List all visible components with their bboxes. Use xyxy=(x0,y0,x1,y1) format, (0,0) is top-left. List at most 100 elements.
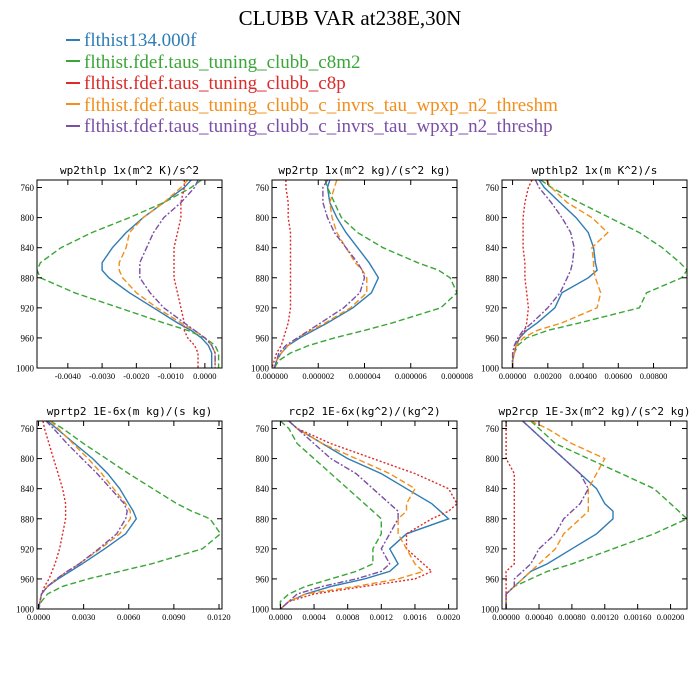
x-tick-label: 0.0000 xyxy=(269,612,292,622)
y-tick-label: 800 xyxy=(256,454,270,464)
chart-panel: wp2rtp 1x(m^2 kg)/(s^2 kg) 760 800 840 880 92… xyxy=(251,164,473,381)
x-tick-label: 0.000000 xyxy=(256,371,288,381)
y-tick-label: 760 xyxy=(21,183,35,193)
chart-panel: wp2thlp 1x(m^2 K)/s^2 760 800 840 880 920 960 1… xyxy=(16,164,223,381)
legend-swatch xyxy=(66,81,80,84)
series-line xyxy=(279,421,457,609)
legend-swatch xyxy=(66,38,80,41)
y-tick-label: 760 xyxy=(486,424,500,434)
x-tick-label: 0.0090 xyxy=(162,612,185,622)
series-line xyxy=(279,421,450,609)
y-tick-label: 880 xyxy=(21,273,35,283)
x-tick-label: 0.0000 xyxy=(193,371,216,381)
x-tick-label: -0.0020 xyxy=(123,371,149,381)
series-group xyxy=(37,180,220,368)
legend-swatch xyxy=(66,103,80,106)
x-tick-label: 0.00600 xyxy=(604,371,632,381)
x-tick-label: 0.0000 xyxy=(27,612,50,622)
series-line xyxy=(505,421,590,609)
series-line xyxy=(37,421,128,609)
legend-swatch xyxy=(66,60,80,63)
legend-item: flthist.fdef.taus_tuning_clubb_c_invrs_t… xyxy=(66,95,558,117)
legend: flthist134.000f flthist.fdef.taus_tuning… xyxy=(66,30,558,138)
y-tick-label: 800 xyxy=(486,213,500,223)
y-tick-label: 760 xyxy=(486,183,500,193)
legend-item: flthist.fdef.taus_tuning_clubb_c_invrs_t… xyxy=(66,116,558,138)
y-tick-label: 760 xyxy=(256,424,270,434)
x-tick-label: -0.0030 xyxy=(89,371,115,381)
legend-label: flthist.fdef.taus_tuning_clubb_c8p xyxy=(84,73,346,94)
x-tick-label: 0.00080 xyxy=(558,612,586,622)
chart-panel: wp2rcp 1E-3x(m^2 kg)/(s^2 kg) 760 800 840 88… xyxy=(481,405,691,622)
panel-frame xyxy=(501,179,688,369)
x-tick-label: 0.000002 xyxy=(302,371,334,381)
y-tick-label: 800 xyxy=(21,213,35,223)
y-tick-label: 960 xyxy=(256,333,270,343)
legend-item: flthist134.000f xyxy=(66,30,558,52)
panel-title: wp2thlp 1x(m^2 K)/s^2 xyxy=(60,164,199,177)
y-tick-label: 960 xyxy=(486,574,500,584)
series-group xyxy=(511,180,687,368)
y-tick-label: 1000 xyxy=(481,364,500,374)
x-tick-label: 0.000004 xyxy=(349,371,382,381)
figure-title: CLUBB VAR at238E,30N xyxy=(238,6,462,30)
x-tick-label: 0.0030 xyxy=(72,612,95,622)
series-line xyxy=(511,180,533,368)
y-tick-label: 920 xyxy=(486,303,500,313)
series-group xyxy=(37,421,222,609)
series-line xyxy=(511,180,687,368)
x-tick-label: 0.0008 xyxy=(336,612,359,622)
legend-label: flthist.fdef.taus_tuning_clubb_c_invrs_t… xyxy=(84,116,553,137)
y-tick-label: 760 xyxy=(21,424,35,434)
panel-frame xyxy=(501,420,688,610)
panel-title: wpthlp2 1x(m K^2)/s xyxy=(532,164,658,177)
y-tick-label: 840 xyxy=(21,243,35,253)
series-line xyxy=(505,421,515,609)
chart-panel: wprtp2 1E-6x(m kg)/(s kg) 760 800 840 880 920… xyxy=(16,405,231,622)
x-tick-label: 0.000006 xyxy=(395,371,427,381)
series-line xyxy=(273,180,366,368)
y-tick-label: 1000 xyxy=(481,605,500,615)
series-group xyxy=(505,421,687,609)
x-tick-label: 0.00040 xyxy=(525,612,553,622)
panel-frame xyxy=(36,179,223,369)
series-line xyxy=(505,421,606,609)
x-tick-label: 0.00000 xyxy=(499,371,527,381)
y-tick-label: 800 xyxy=(486,454,500,464)
series-line xyxy=(511,180,609,368)
series-line xyxy=(279,421,399,609)
y-tick-label: 960 xyxy=(486,333,500,343)
x-tick-label: 0.00400 xyxy=(569,371,597,381)
series-line xyxy=(279,421,425,609)
y-tick-label: 1000 xyxy=(16,605,35,615)
x-tick-label: 0.0060 xyxy=(117,612,140,622)
x-tick-label: 0.00160 xyxy=(624,612,652,622)
legend-label: flthist134.000f xyxy=(84,30,197,51)
series-line xyxy=(118,180,216,368)
y-tick-label: 960 xyxy=(21,574,35,584)
x-tick-label: 0.0004 xyxy=(302,612,326,622)
series-line xyxy=(139,180,216,368)
x-tick-label: 0.00120 xyxy=(591,612,619,622)
y-tick-label: 840 xyxy=(256,243,270,253)
series-line xyxy=(37,421,138,609)
chart-panel: wpthlp2 1x(m K^2)/s 760 800 840 880 920 960 100… xyxy=(481,164,688,381)
x-tick-label: 0.00800 xyxy=(640,371,668,381)
y-tick-label: 1000 xyxy=(251,364,270,374)
legend-label: flthist.fdef.taus_tuning_clubb_c8m2 xyxy=(84,51,361,73)
series-line xyxy=(273,180,380,368)
series-line xyxy=(273,180,368,368)
series-line xyxy=(272,180,292,368)
legend-item: flthist.fdef.taus_tuning_clubb_c8m2 xyxy=(66,52,558,74)
series-line xyxy=(279,421,382,609)
legend-label: flthist.fdef.taus_tuning_clubb_c_invrs_t… xyxy=(84,94,558,116)
x-tick-label: -0.0010 xyxy=(158,371,184,381)
y-tick-label: 880 xyxy=(256,514,270,524)
legend-swatch xyxy=(66,124,80,127)
panel-frame xyxy=(36,420,223,610)
series-line xyxy=(37,421,132,609)
y-tick-label: 800 xyxy=(256,213,270,223)
x-tick-label: 0.0016 xyxy=(403,612,426,622)
x-tick-label: -0.0040 xyxy=(55,371,81,381)
